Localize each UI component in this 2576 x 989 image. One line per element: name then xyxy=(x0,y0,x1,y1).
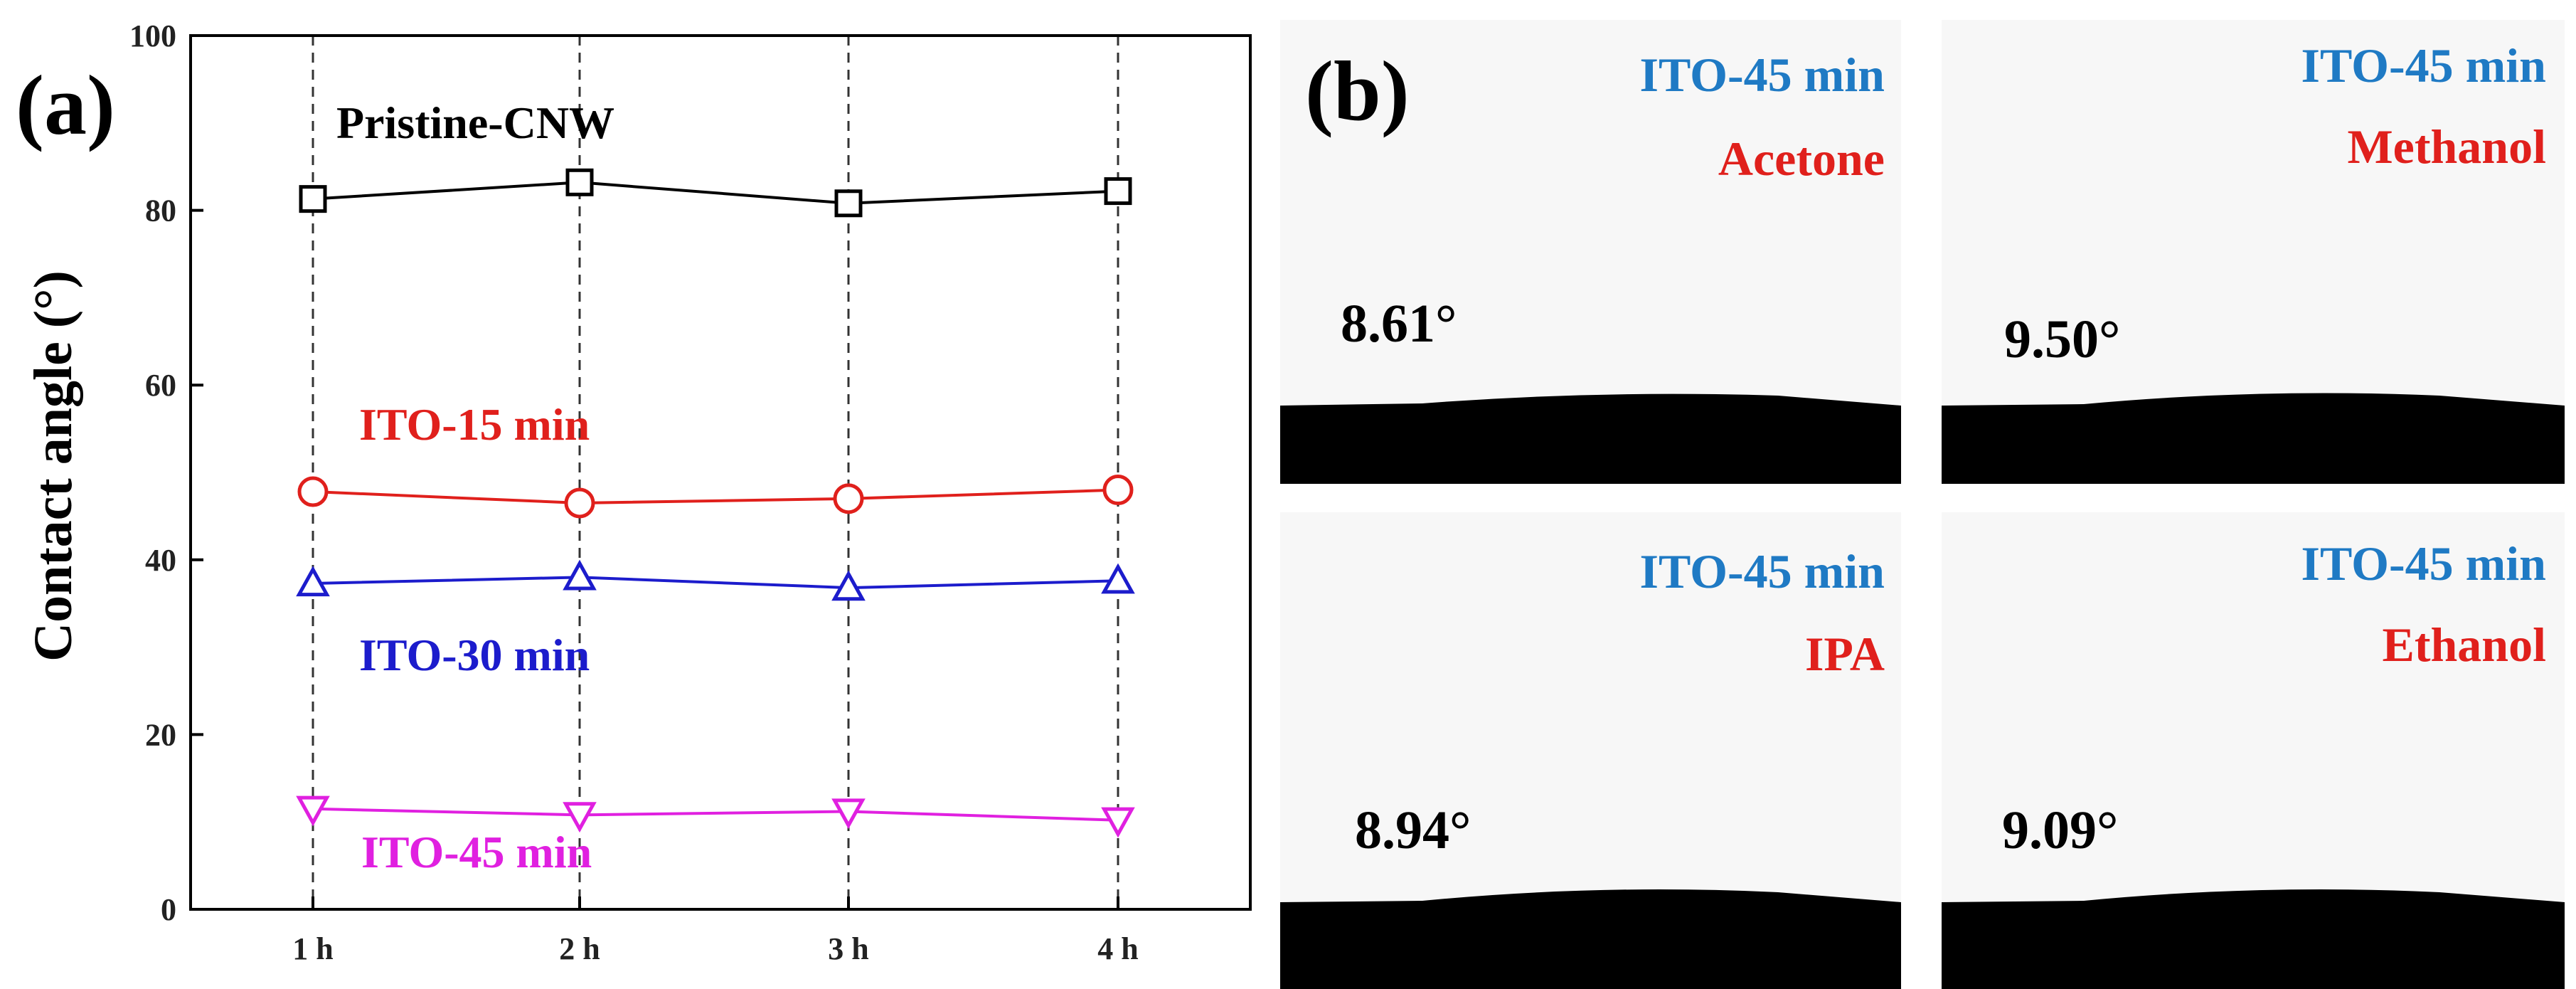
data-point xyxy=(833,483,864,514)
x-tick-label: 2 h xyxy=(559,931,600,966)
photo-title: ITO-45 min xyxy=(2301,38,2546,92)
data-point xyxy=(296,795,330,827)
data-point xyxy=(834,189,863,218)
substrate-shadow xyxy=(1942,393,2565,484)
data-point xyxy=(1104,177,1132,206)
photo-solvent: Acetone xyxy=(1718,132,1885,186)
grid-lines xyxy=(312,36,1119,909)
panel-a-chart: (a) Contact angle (°) 0 20 40 60 80 100 1 h 2 … xyxy=(16,18,1252,966)
photo-title: ITO-45 min xyxy=(1640,544,1885,598)
series-label-ito-45: ITO-45 min xyxy=(361,827,592,877)
y-tick-label: 20 xyxy=(145,717,176,752)
panel-b-label: (b) xyxy=(1305,43,1410,138)
data-point xyxy=(1102,475,1134,506)
data-point xyxy=(831,570,866,601)
substrate-shadow xyxy=(1280,889,1901,989)
panel-b-photos: ITO-45 min Acetone 8.61° ITO-45 min Meth… xyxy=(1280,20,2565,989)
x-tick-label: 3 h xyxy=(828,931,868,966)
y-tick-label: 80 xyxy=(145,194,176,228)
x-axis-ticks: 1 h 2 h 3 h 4 h xyxy=(292,897,1139,966)
data-point xyxy=(297,476,329,507)
droplet-photo-acetone: ITO-45 min Acetone 8.61° xyxy=(1280,20,1901,484)
contact-angle-value: 9.50° xyxy=(2004,310,2120,369)
substrate-shadow xyxy=(1942,889,2565,989)
data-point xyxy=(1101,563,1135,594)
y-axis-label: Contact angle (°) xyxy=(23,270,83,662)
droplet-photo-methanol: ITO-45 min Methanol 9.50° xyxy=(1942,20,2565,484)
y-tick-label: 100 xyxy=(129,18,176,53)
series-label-ito-15: ITO-15 min xyxy=(359,399,590,450)
series-line xyxy=(312,181,1119,205)
series-label-ito-30: ITO-30 min xyxy=(359,630,590,680)
data-point xyxy=(564,487,595,519)
data-point xyxy=(296,566,330,597)
y-axis-ticks: 0 20 40 60 80 100 xyxy=(129,18,203,927)
plot-frame xyxy=(189,34,1252,911)
y-tick-label: 60 xyxy=(145,368,176,403)
series-ito-45-min xyxy=(296,795,1135,838)
data-point xyxy=(563,559,597,591)
x-tick-label: 4 h xyxy=(1097,931,1138,966)
series-layer xyxy=(296,168,1135,838)
x-tick-label: 1 h xyxy=(292,931,333,966)
series-line xyxy=(312,488,1119,504)
photo-title: ITO-45 min xyxy=(2301,536,2546,591)
data-point xyxy=(565,168,594,196)
photo-solvent: Methanol xyxy=(2347,120,2546,174)
y-tick-label: 0 xyxy=(161,892,176,927)
data-point xyxy=(299,185,327,213)
data-point xyxy=(831,798,866,830)
data-point xyxy=(1101,807,1135,838)
data-point xyxy=(563,802,597,833)
photo-solvent: IPA xyxy=(1805,627,1885,681)
droplet-photo-ethanol: ITO-45 min Ethanol 9.09° xyxy=(1942,512,2565,989)
panel-a-label: (a) xyxy=(16,58,115,152)
series-ito-15-min xyxy=(297,475,1134,519)
y-tick-label: 40 xyxy=(145,543,176,578)
series-label-pristine-cnw: Pristine-CNW xyxy=(336,97,614,148)
series-line xyxy=(312,576,1119,590)
series-ito-30-min xyxy=(296,559,1135,601)
contact-angle-value: 8.61° xyxy=(1341,294,1457,354)
series-line xyxy=(312,807,1119,822)
photo-title: ITO-45 min xyxy=(1640,48,1885,102)
contact-angle-value: 9.09° xyxy=(2002,800,2118,860)
contact-angle-value: 8.94° xyxy=(1355,800,1471,860)
substrate-shadow xyxy=(1280,393,1901,484)
series-pristine-cnw xyxy=(299,168,1132,218)
photo-solvent: Ethanol xyxy=(2382,618,2546,672)
droplet-photo-ipa: ITO-45 min IPA 8.94° xyxy=(1280,512,1901,989)
